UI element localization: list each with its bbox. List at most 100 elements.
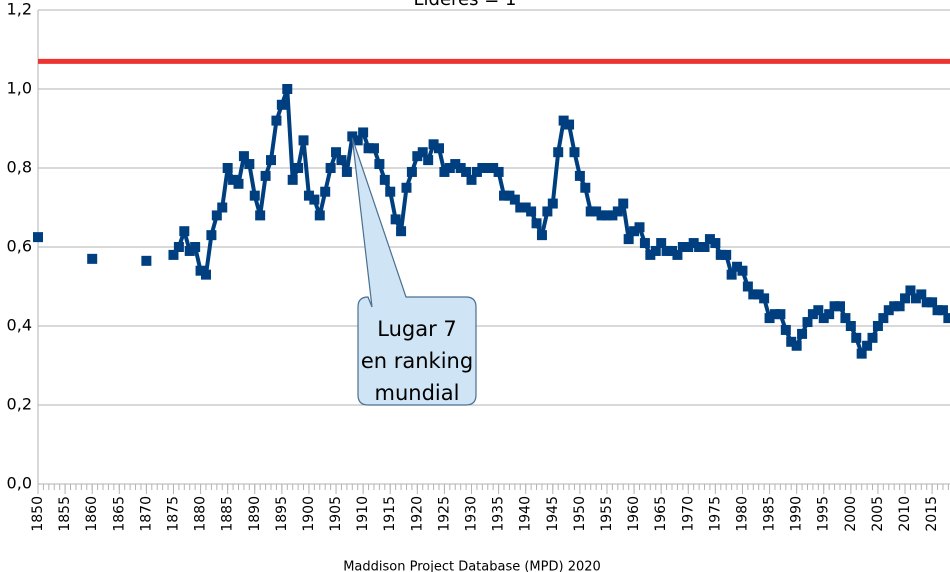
- x-tick-label: 2010: [897, 496, 913, 532]
- x-tick-label: 1860: [84, 496, 100, 532]
- data-point: [412, 151, 423, 162]
- data-point: [482, 163, 493, 173]
- data-point: [238, 151, 249, 162]
- data-point: [564, 119, 575, 130]
- data-point: [721, 249, 732, 260]
- data-point: [585, 206, 596, 217]
- data-point: [807, 309, 818, 320]
- data-point: [471, 166, 482, 177]
- data-point: [802, 317, 813, 328]
- x-tick-label: 1940: [518, 496, 534, 532]
- data-point: [352, 135, 363, 146]
- data-point: [558, 115, 569, 126]
- data-point: [732, 261, 743, 272]
- data-point: [499, 190, 510, 201]
- data-point: [396, 226, 407, 237]
- data-point: [894, 301, 905, 312]
- data-point: [726, 269, 737, 280]
- data-point: [217, 202, 228, 213]
- data-point: [206, 230, 217, 241]
- data-point: [932, 305, 943, 316]
- data-point: [937, 305, 948, 316]
- x-tick-label: 1945: [545, 496, 561, 532]
- callout: [351, 137, 477, 406]
- x-tick-label: 1855: [57, 496, 73, 532]
- data-point: [368, 143, 379, 154]
- callout-text: Lugar 7: [377, 317, 457, 341]
- data-point: [797, 328, 808, 339]
- x-tick-label: 1900: [301, 496, 317, 532]
- data-point: [200, 269, 211, 280]
- data-point: [753, 289, 764, 300]
- data-point: [515, 202, 526, 213]
- data-point: [331, 147, 342, 158]
- x-tick-label: 1980: [734, 496, 750, 532]
- data-point: [341, 166, 352, 177]
- data-point: [667, 245, 678, 256]
- x-tick-label: 1975: [707, 496, 723, 532]
- data-point: [618, 198, 629, 209]
- data-point: [900, 293, 911, 304]
- x-tick-label: 1870: [138, 496, 154, 532]
- data-point: [385, 186, 396, 197]
- data-point: [650, 245, 661, 256]
- data-point: [260, 170, 271, 181]
- data-point: [840, 313, 851, 324]
- x-tick-label: 1955: [599, 496, 615, 532]
- data-point: [672, 249, 683, 260]
- data-point: [780, 324, 791, 335]
- data-point: [661, 245, 672, 256]
- data-point: [829, 301, 840, 312]
- y-tick-label: 1,2: [7, 0, 32, 19]
- data-point: [775, 309, 786, 320]
- data-point: [547, 198, 558, 209]
- data-point: [856, 348, 867, 359]
- data-point: [704, 234, 715, 245]
- data-point: [244, 159, 255, 170]
- x-tick-label: 1880: [193, 496, 209, 532]
- data-point: [439, 166, 450, 177]
- data-point: [596, 210, 607, 221]
- data-point: [173, 242, 184, 252]
- data-point: [520, 202, 531, 213]
- y-tick-label: 0,6: [7, 237, 32, 256]
- data-point: [764, 313, 775, 324]
- data-point: [916, 289, 927, 300]
- x-tick-label: 1935: [491, 496, 507, 532]
- data-point: [320, 186, 331, 197]
- data-point: [363, 143, 374, 154]
- data-point: [374, 159, 385, 170]
- data-point: [488, 163, 499, 173]
- data-point: [862, 340, 873, 351]
- data-point: [314, 210, 325, 221]
- data-point: [33, 232, 43, 243]
- y-tick-label: 0,8: [7, 158, 32, 177]
- data-point: [249, 190, 260, 201]
- data-point: [927, 297, 938, 308]
- data-point: [607, 210, 618, 221]
- data-point: [943, 313, 950, 324]
- x-tick-label: 1890: [247, 496, 263, 532]
- data-point: [526, 206, 537, 217]
- data-point: [390, 214, 401, 225]
- data-point: [195, 265, 206, 276]
- data-point: [444, 163, 455, 173]
- callout-text: mundial: [375, 381, 460, 405]
- x-tick-label: 1915: [382, 496, 398, 532]
- data-point: [293, 163, 304, 173]
- y-tick-label: 0,4: [7, 316, 32, 335]
- data-point: [634, 222, 645, 233]
- data-point: [282, 84, 293, 94]
- data-point: [883, 305, 894, 316]
- x-tick-label: 1895: [274, 496, 290, 532]
- chart-title: Líderes = 1: [414, 0, 517, 10]
- data-point: [889, 301, 900, 312]
- data-point: [818, 313, 829, 324]
- x-tick-label: 1965: [653, 496, 669, 532]
- data-point: [531, 218, 542, 229]
- data-point: [406, 166, 417, 177]
- data-point: [612, 206, 623, 217]
- data-point: [683, 242, 694, 252]
- data-point: [401, 182, 412, 193]
